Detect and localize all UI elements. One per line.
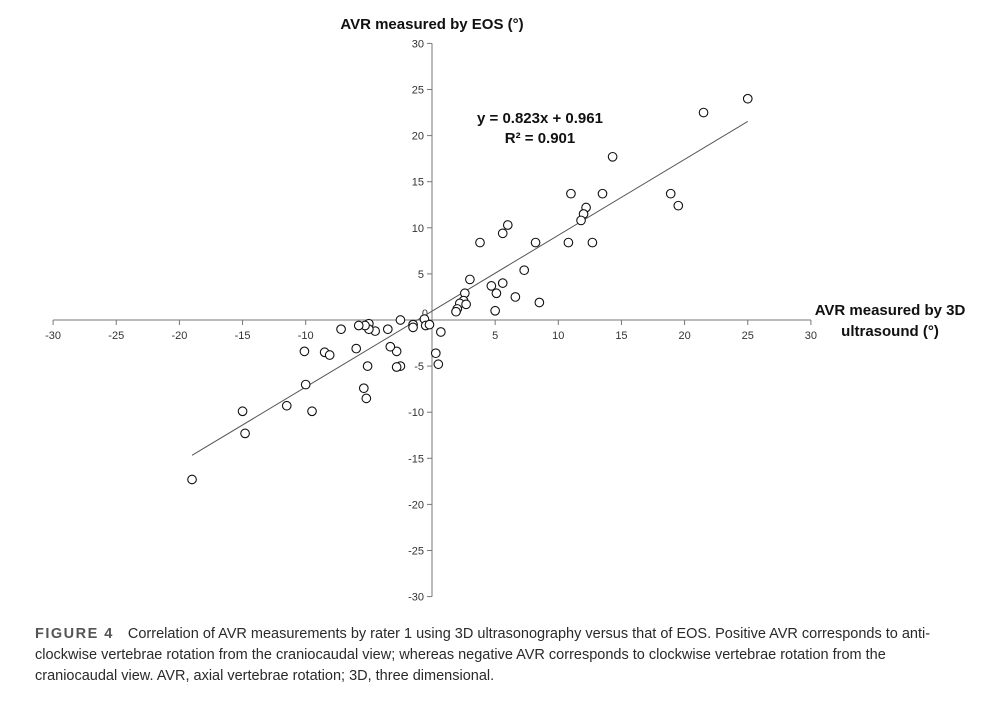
x-axis-title-line1: AVR measured by 3D — [815, 302, 966, 319]
x-tick-label: 15 — [615, 330, 627, 342]
data-point — [281, 400, 292, 411]
data-point — [490, 305, 501, 316]
data-point — [300, 379, 311, 390]
data-point — [502, 220, 513, 230]
data-point — [497, 228, 508, 239]
axes — [52, 42, 812, 598]
data-point — [433, 359, 444, 370]
data-point — [665, 188, 676, 199]
data-point — [430, 348, 441, 359]
data-point — [461, 299, 471, 310]
data-point — [424, 319, 435, 330]
trendline-group — [191, 121, 749, 456]
y-tick-label: 15 — [412, 177, 424, 189]
y-tick-label: -10 — [408, 407, 424, 419]
data-point — [336, 324, 346, 335]
x-tick-label: -15 — [235, 330, 251, 342]
data-point — [597, 188, 608, 199]
y-tick-label: -25 — [408, 546, 424, 558]
x-tick-label: 20 — [678, 330, 690, 342]
y-tick-label: -5 — [414, 361, 424, 373]
data-point — [299, 346, 310, 357]
y-tick-label: -20 — [408, 499, 424, 511]
x-tick-label: 5 — [492, 330, 498, 342]
data-point — [497, 278, 508, 288]
data-point — [435, 327, 446, 337]
data-point — [353, 320, 364, 331]
data-point — [187, 474, 197, 485]
data-point — [351, 343, 362, 354]
data-point — [673, 200, 684, 211]
data-point — [534, 297, 545, 308]
scatter-chart: -30 -25 -20 -15 -10 5 10 15 20 25 30 30 25 20 15 10 5 -5 -… — [45, 16, 966, 604]
y-tick-label: 10 — [412, 223, 424, 235]
data-point — [237, 406, 248, 417]
data-point — [307, 406, 317, 417]
caption-text: Correlation of AVR measurements by rater… — [35, 626, 931, 684]
x-tick-label: -25 — [108, 330, 124, 342]
y-tick-label: -30 — [408, 592, 424, 604]
data-point — [491, 288, 502, 299]
x-tick-label: -10 — [298, 330, 314, 342]
data-point — [519, 265, 530, 276]
data-point — [324, 350, 335, 360]
y-tick-label: 5 — [418, 269, 424, 281]
data-point — [587, 237, 598, 248]
data-point — [385, 341, 396, 352]
data-point — [358, 383, 369, 394]
data-point — [391, 362, 402, 372]
data-point — [240, 428, 250, 439]
data-point — [698, 107, 709, 118]
figure-caption: FIGURE 4 Correlation of AVR measurements … — [35, 624, 965, 687]
x-axis-title-line2: ultrasound (°) — [841, 323, 939, 340]
data-point — [475, 237, 485, 248]
x-tick-label: 10 — [552, 330, 564, 342]
tick-labels: -30 -25 -20 -15 -10 5 10 15 20 25 30 30 25 20 15 10 5 -5 -… — [45, 38, 817, 603]
data-point — [362, 361, 373, 371]
data-point — [408, 322, 418, 333]
origin-tick-label: 0 — [422, 308, 428, 320]
y-tick-label: 20 — [412, 131, 424, 143]
data-point — [465, 274, 475, 285]
figure-label: FIGURE 4 — [35, 626, 114, 642]
data-point — [566, 188, 576, 199]
y-tick-label: -15 — [408, 453, 424, 465]
y-tick-label: 30 — [412, 38, 424, 50]
y-tick-label: 25 — [412, 85, 424, 97]
data-point — [510, 292, 521, 302]
data-point — [530, 237, 541, 248]
data-point — [382, 324, 393, 335]
data-point — [361, 393, 372, 404]
data-point — [395, 315, 406, 325]
r-squared-label: R² = 0.901 — [505, 130, 575, 147]
x-tick-label: -30 — [45, 330, 61, 342]
x-tick-label: 25 — [742, 330, 754, 342]
data-point — [742, 93, 753, 104]
data-point — [576, 215, 586, 226]
data-point — [451, 306, 461, 317]
data-point — [563, 237, 574, 248]
regression-equation: y = 0.823x + 0.961 — [477, 110, 603, 127]
data-points — [187, 93, 753, 485]
x-tick-label: 30 — [805, 330, 817, 342]
data-point — [607, 151, 618, 162]
data-point — [486, 281, 497, 291]
trendline — [191, 121, 749, 456]
y-axis-title: AVR measured by EOS (°) — [340, 16, 523, 33]
x-tick-label: -20 — [171, 330, 187, 342]
